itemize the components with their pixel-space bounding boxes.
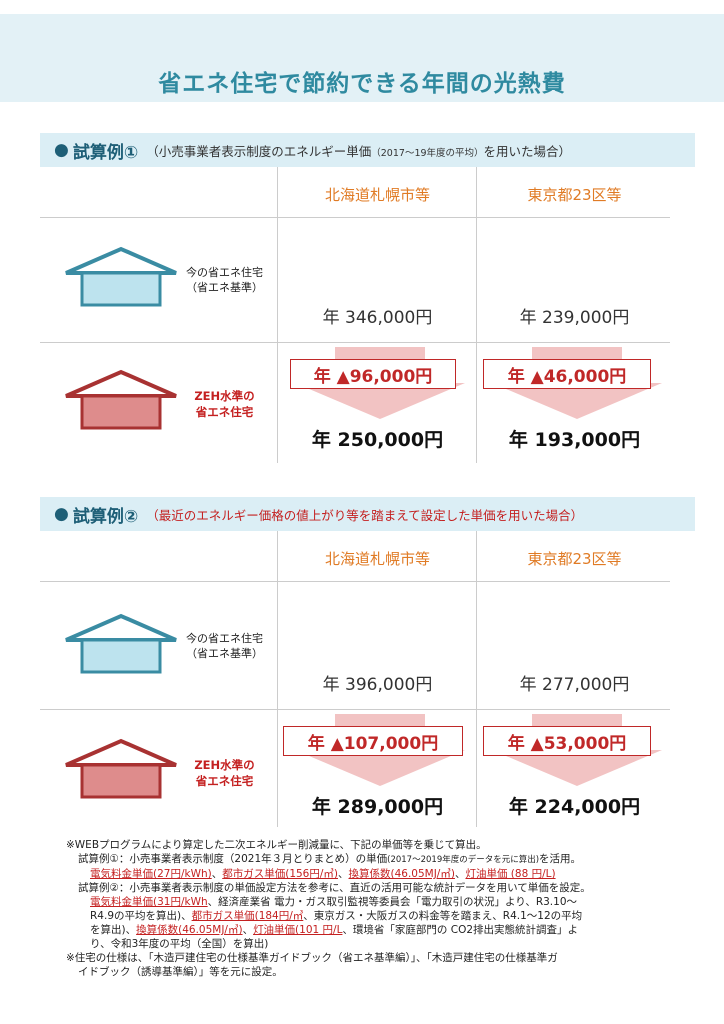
- divider: [40, 342, 670, 343]
- col-header-sapporo: 北海道札幌市等: [324, 550, 430, 568]
- case1-grid: 北海道札幌市等 東京都23区等 今の省エネ住宅 （省エネ基準） ZEH水準の 省エネ…: [40, 167, 695, 463]
- case1-note: （小売事業者表示制度のエネルギー単価（2017～19年度の平均）を用いた場合）: [146, 143, 572, 159]
- footnote-2: ※住宅の仕様は、「木造戸建住宅の仕様基準ガイドブック（省エネ基準編）」、「木造戸…: [66, 952, 558, 964]
- footnote-case2-line3: を算出)、換算係数(46.05MJ/㎥)、灯油単価(101 円/L、環境省「家庭…: [90, 924, 579, 936]
- col-header-sapporo: 北海道札幌市等: [324, 186, 430, 204]
- footnote-case1-units: 電気料金単価(27円/kWh)、都市ガス単価(156円/㎥)、換算係数(46.0…: [90, 868, 556, 880]
- footnote-case2-line2: R4.9の平均を算出)、都市ガス単価(184円/㎥、東京ガス・大阪ガスの料金等を…: [90, 910, 583, 922]
- footnote-2-cont: イドブック（誘導基準編）」等を元に設定。: [78, 966, 283, 978]
- house-current-icon: [65, 246, 177, 307]
- case2-bullet: ●: [54, 504, 69, 524]
- sapporo-current-cost: 年 346,000円: [322, 308, 433, 328]
- row-label-current: 今の省エネ住宅 （省エネ基準）: [186, 632, 263, 660]
- sapporo-zeh-cost: 年 250,000円: [311, 429, 444, 451]
- sapporo-saving: 年 ▲107,000円: [283, 726, 463, 756]
- tokyo-zeh-cost: 年 224,000円: [508, 796, 641, 818]
- tokyo-current-cost: 年 239,000円: [519, 308, 630, 328]
- page-title: 省エネ住宅で節約できる年間の光熱費: [158, 71, 566, 97]
- footnote-case2-line4: り、令和3年度の平均（全国）を算出): [90, 938, 269, 950]
- tokyo-saving: 年 ▲46,000円: [483, 359, 651, 389]
- house-zeh-icon: [65, 369, 177, 430]
- house-current-icon: [65, 613, 177, 674]
- tokyo-zeh-cost: 年 193,000円: [508, 429, 641, 451]
- divider: [40, 581, 670, 582]
- case1-header: ● 試算例① （小売事業者表示制度のエネルギー単価（2017～19年度の平均）を…: [40, 133, 695, 167]
- sapporo-saving: 年 ▲96,000円: [290, 359, 456, 389]
- footnotes: ※WEBプログラムにより算定した二次エネルギー削減量に、下記の単価等を乗じて算出…: [66, 838, 696, 979]
- sapporo-zeh-cost: 年 289,000円: [311, 796, 444, 818]
- case1-heading: 試算例①: [72, 142, 139, 163]
- case2-grid: 北海道札幌市等 東京都23区等 今の省エネ住宅 （省エネ基準） ZEH水準の 省エネ…: [40, 531, 695, 827]
- divider: [476, 167, 477, 463]
- col-header-tokyo: 東京都23区等: [527, 186, 622, 204]
- case2-note: （最近のエネルギー価格の値上がり等を踏まえて設定した単価を用いた場合）: [146, 507, 584, 523]
- divider: [277, 167, 278, 463]
- divider: [40, 709, 670, 710]
- title-band: [0, 14, 724, 102]
- house-zeh-icon: [65, 738, 177, 799]
- divider: [40, 217, 670, 218]
- case1-section: ● 試算例① （小売事業者表示制度のエネルギー単価（2017～19年度の平均）を…: [40, 133, 695, 463]
- row-label-zeh: ZEH水準の 省エネ住宅: [194, 389, 255, 419]
- divider: [476, 531, 477, 827]
- tokyo-saving: 年 ▲53,000円: [483, 726, 651, 756]
- footnote-case1: 試算例①：小売事業者表示制度（2021年３月とりまとめ）の単価(2017～201…: [78, 853, 582, 865]
- divider: [277, 531, 278, 827]
- case2-section: ● 試算例② （最近のエネルギー価格の値上がり等を踏まえて設定した単価を用いた場…: [40, 497, 695, 827]
- row-label-current: 今の省エネ住宅 （省エネ基準）: [186, 266, 263, 294]
- col-header-tokyo: 東京都23区等: [527, 550, 622, 568]
- case2-header: ● 試算例② （最近のエネルギー価格の値上がり等を踏まえて設定した単価を用いた場…: [40, 497, 695, 531]
- case1-bullet: ●: [54, 140, 69, 160]
- sapporo-current-cost: 年 396,000円: [322, 675, 433, 695]
- footnote-1: ※WEBプログラムにより算定した二次エネルギー削減量に、下記の単価等を乗じて算出…: [66, 839, 487, 851]
- row-label-zeh: ZEH水準の 省エネ住宅: [194, 758, 255, 788]
- tokyo-current-cost: 年 277,000円: [519, 675, 630, 695]
- case2-heading: 試算例②: [72, 506, 139, 527]
- footnote-case2: 試算例②：小売事業者表示制度の単価設定方法を参考に、直近の活用可能な統計データを…: [78, 882, 591, 894]
- footnote-case2-line1: 電気料金単価(31円/kWh、経済産業省 電力・ガス取引監視等委員会「電力取引の…: [90, 896, 578, 908]
